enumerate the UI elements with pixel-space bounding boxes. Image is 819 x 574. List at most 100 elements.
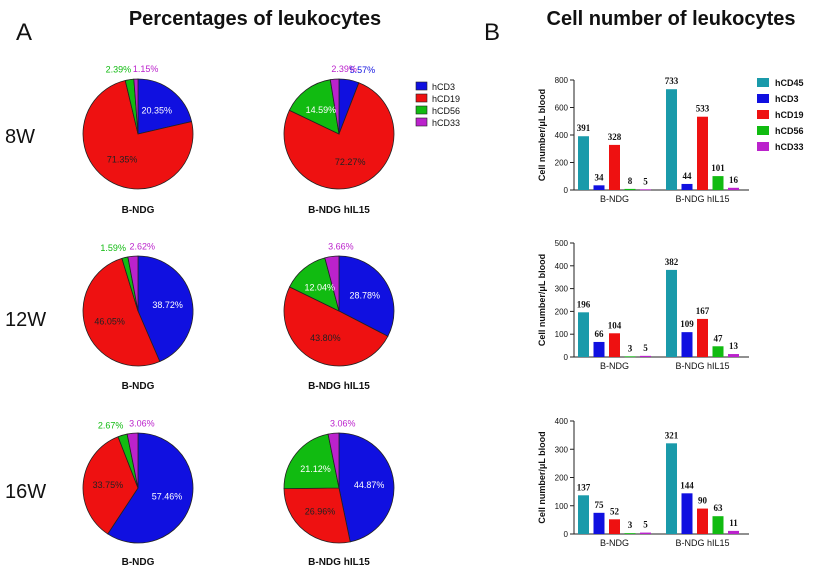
bar-hcd56-b-ndg <box>624 533 636 534</box>
pie-label-hcd56: 2.39% <box>106 65 132 75</box>
pie-label-hcd19: 43.80% <box>310 333 341 343</box>
slice-hcd19 <box>82 257 161 367</box>
x-category-label: B-NDG <box>600 361 629 371</box>
group-label-ndg-16w: B-NDG <box>122 557 155 568</box>
bar-value-label: 3 <box>628 520 633 530</box>
bar-value-label: 167 <box>696 306 710 316</box>
bar-hcd45-b-ndg-hil15 <box>666 443 677 534</box>
bar-value-label: 47 <box>714 333 724 343</box>
y-tick-label: 300 <box>555 445 569 454</box>
bar-value-label: 11 <box>729 518 738 528</box>
y-tick-label: 200 <box>555 474 569 483</box>
bar-value-label: 321 <box>665 430 679 440</box>
bar-hcd33-b-ndg-hil15 <box>728 187 739 190</box>
bar-hcd3-b-ndg-hil15 <box>681 332 693 357</box>
group-label-il15-16w: B-NDG hIL15 <box>308 557 370 568</box>
bar-value-label: 8 <box>628 176 633 186</box>
legend-swatch-hcd33 <box>757 142 769 151</box>
slice-hcd3 <box>137 78 193 135</box>
pie-charts: 20.35%71.35%2.39% 1.15% 5.57%72.27%14.59%2… <box>82 64 395 544</box>
bar-value-label: 137 <box>577 482 591 492</box>
y-tick-label: 0 <box>564 353 569 362</box>
bar-hcd56-b-ndg <box>624 356 636 358</box>
y-tick-label: 100 <box>555 502 569 511</box>
legend-label-hcd19: hCD19 <box>775 110 804 120</box>
pie-label-hcd56: 1.59% <box>100 243 126 253</box>
bar-value-label: 44 <box>683 171 693 181</box>
legend-label-hcd3: hCD3 <box>432 82 455 92</box>
legend-label-hcd33: hCD33 <box>775 142 804 152</box>
pie-label-hcd56: 21.12% <box>300 464 331 474</box>
pie-label-hcd56: 12.04% <box>305 283 336 293</box>
pie-label-hcd3: 5.57% <box>350 65 376 75</box>
x-category-label: B-NDG hIL15 <box>675 538 729 548</box>
bar-hcd45-b-ndg <box>578 312 589 357</box>
bar-hcd56-b-ndg <box>624 188 636 190</box>
bar-chart-3: 0 100 200 300 400 Cell number/μL blood 137 75 52… <box>537 417 749 548</box>
legend-swatch-hcd19 <box>415 93 428 103</box>
pie-label-hcd56: 2.67% <box>98 421 124 431</box>
y-tick-label: 200 <box>555 159 569 168</box>
pie-16w-b-ndg-hil15: 44.87% 26.96% 21.12% 3.06% <box>283 418 395 544</box>
panel-b-title: Cell number of leukocytes <box>547 8 796 30</box>
bar-hcd56-b-ndg-hil15 <box>712 176 724 190</box>
bar-value-label: 5 <box>643 176 648 186</box>
slice-hcd3 <box>338 255 395 337</box>
pie-16w-b-ndg: 57.46% 33.75% 2.67% 3.06% <box>82 418 194 544</box>
y-tick-label: 400 <box>555 262 569 271</box>
pie-label-hcd33: 3.66% <box>328 242 354 252</box>
pie-label-hcd19: 26.96% <box>305 507 336 517</box>
y-tick-label: 800 <box>555 76 569 85</box>
legend-swatch-hcd56 <box>757 126 769 135</box>
group-label-il15-8w: B-NDG hIL15 <box>308 205 370 216</box>
bar-hcd3-b-ndg <box>593 512 605 534</box>
x-category-label: B-NDG hIL15 <box>675 194 729 204</box>
time-label-8w: 8W <box>5 126 35 148</box>
group-label-ndg-12w: B-NDG <box>122 381 155 392</box>
bar-chart-2: 0 100 200 300 400 500 Cell number/μL blood 196 6… <box>537 239 749 371</box>
bar-hcd33-b-ndg <box>640 532 651 534</box>
slice-hcd56 <box>283 433 340 490</box>
bar-hcd19-b-ndg-hil15 <box>697 116 708 190</box>
pie-12w-b-ndg-hil15: 28.78% 43.80% 12.04% 3.66% <box>283 242 395 367</box>
slice-hcd3 <box>107 432 194 544</box>
bar-value-label: 13 <box>729 341 739 351</box>
y-tick-label: 300 <box>555 285 569 294</box>
bar-hcd56-b-ndg-hil15 <box>712 346 724 357</box>
bar-hcd33-b-ndg <box>640 189 651 191</box>
pie-label-hcd3: 44.87% <box>354 480 385 490</box>
bar-value-label: 382 <box>665 257 679 267</box>
bar-hcd33-b-ndg-hil15 <box>728 530 739 534</box>
bar-value-label: 196 <box>577 299 591 309</box>
pie-label-hcd33: 2.62% <box>130 241 156 251</box>
time-label-12w: 12W <box>5 309 46 331</box>
group-label-ndg-8w: B-NDG <box>122 205 155 216</box>
pie-label-hcd56: 14.59% <box>306 105 337 115</box>
pie-label-hcd19: 33.75% <box>93 480 124 490</box>
pie-label-hcd3: 38.72% <box>152 300 183 310</box>
x-category-label: B-NDG hIL15 <box>675 361 729 371</box>
bar-hcd33-b-ndg <box>640 355 651 357</box>
legend-swatch-hcd3 <box>415 81 428 91</box>
pie-label-hcd3: 28.78% <box>350 290 381 300</box>
slice-hcd19 <box>82 436 139 535</box>
legend-swatch-hcd45 <box>757 78 769 87</box>
y-tick-label: 400 <box>555 131 569 140</box>
bar-hcd19-b-ndg <box>609 333 620 357</box>
bar-value-label: 104 <box>608 320 622 330</box>
bar-value-label: 16 <box>729 175 739 185</box>
y-tick-label: 0 <box>564 186 569 195</box>
bar-value-label: 733 <box>665 76 679 86</box>
bar-hcd45-b-ndg-hil15 <box>666 269 677 357</box>
pie-label-hcd3: 20.35% <box>142 105 173 115</box>
slice-hcd19 <box>283 82 395 190</box>
pie-8w-b-ndg-hil15: 5.57% 72.27% 14.59% 2.39% <box>283 64 395 190</box>
bar-value-label: 75 <box>595 500 605 510</box>
panel-a-title: Percentages of leukocytes <box>129 8 381 30</box>
pie-label-hcd3: 57.46% <box>152 492 183 502</box>
legend-swatch-hcd19 <box>757 110 769 119</box>
bar-hcd3-b-ndg <box>593 185 605 190</box>
bar-value-label: 328 <box>608 132 622 142</box>
legend-swatch-hcd3 <box>757 94 769 103</box>
